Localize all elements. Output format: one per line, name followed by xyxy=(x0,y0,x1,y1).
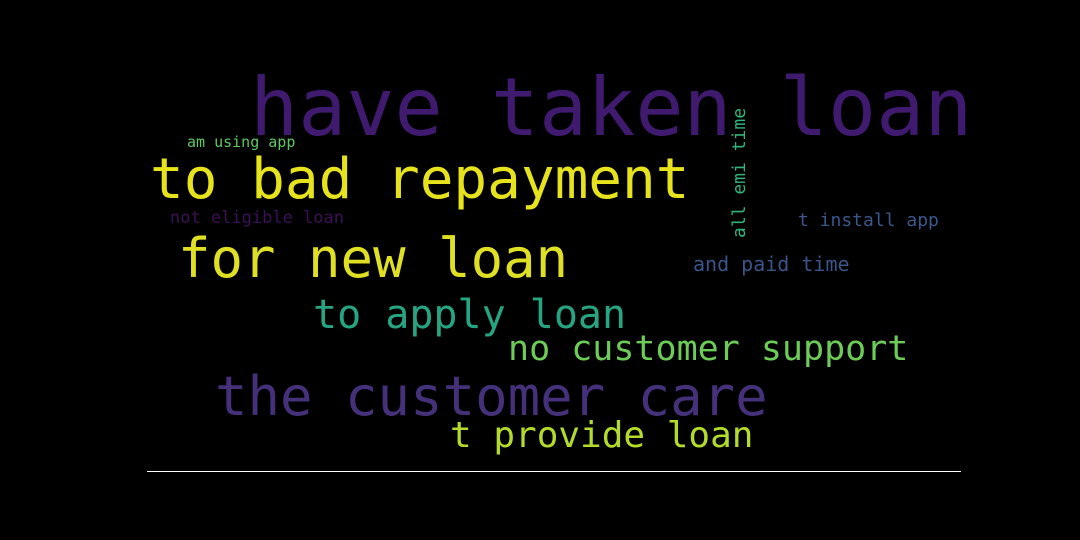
horizontal-rule xyxy=(147,471,961,472)
phrase-and-paid-time: and paid time xyxy=(693,252,850,276)
phrase-the-customer-care: the customer care xyxy=(215,365,768,428)
phrase-t-install-app: t install app xyxy=(798,210,939,231)
phrase-for-new-loan: for new loan xyxy=(178,227,569,290)
phrase-have-taken-loan: have taken loan xyxy=(250,61,973,154)
phrase-t-provide-loan: t provide loan xyxy=(450,415,754,456)
phrase-to-apply-loan: to apply loan xyxy=(313,292,627,338)
phrase-no-customer-support: no customer support xyxy=(508,329,909,369)
phrase-not-eligible-loan: not eligible loan xyxy=(170,208,344,228)
phrase-am-using-app: am using app xyxy=(187,133,296,151)
phrase-all-emi-time: all emi time xyxy=(729,107,750,238)
phrase-to-bad-repayment: to bad repayment xyxy=(150,147,690,212)
